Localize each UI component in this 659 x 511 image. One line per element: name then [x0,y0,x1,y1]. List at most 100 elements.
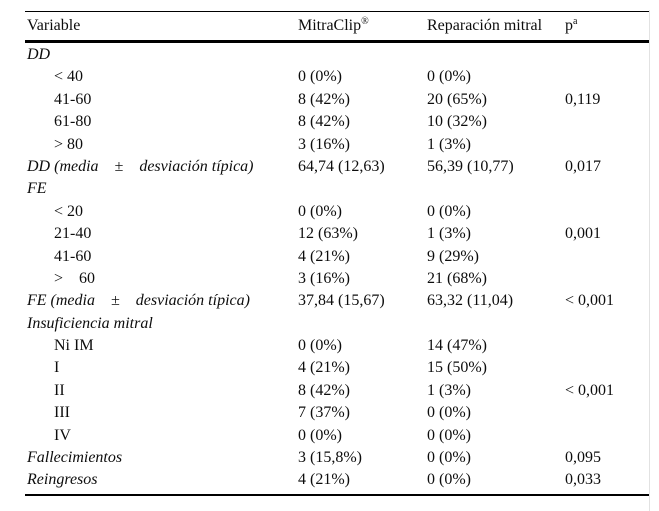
reparacion-value: 15 (50%) [427,359,487,377]
table-row: 21-40 12 (63%) 1 (3%) 0,001 [25,223,649,245]
p-value [565,134,649,156]
reparacion-value: 0 (0%) [427,68,471,86]
p-value [565,246,649,268]
row-label: DD [27,46,51,63]
reparacion-value: 10 (32%) [427,113,487,131]
mitraclip-value [298,178,427,200]
reparacion-value [427,313,565,335]
row-label: > 60 [54,269,96,287]
table-row: FE (media ± desviación típica) 37,84 (15… [25,290,649,312]
mitraclip-value: 0 (0%) [298,426,342,444]
row-label: Insuficiencia mitral [27,314,153,332]
row-label: 21-40 [54,225,92,243]
table-row: Fallecimientos 3 (15,8%) 0 (0%) 0,095 [25,447,649,469]
footnote-a-superscript: a [573,16,578,27]
row-label: 41-60 [54,90,92,108]
reparacion-value: 0 (0%) [427,202,471,220]
table-row: DD [25,44,649,66]
row-label: > 80 [54,135,84,153]
reparacion-value: 63,32 (11,04) [427,292,514,310]
reparacion-value: 9 (29%) [427,247,479,265]
reparacion-value [427,44,565,66]
reparacion-value: 0 (0%) [427,404,471,422]
mitraclip-label: MitraClip [298,17,362,34]
table-row: III 7 (37%) 0 (0%) [25,402,649,424]
column-header-p: pa [565,17,649,35]
mitraclip-value: 64,74 (12,63) [298,157,385,175]
table-row: I 4 (21%) 15 (50%) [25,357,649,379]
row-label: FE [27,180,47,198]
p-value: 0,119 [565,90,601,108]
mitraclip-value: 4 (21%) [298,359,350,377]
mitraclip-value [298,313,427,335]
reparacion-value [427,178,565,200]
row-label: I [54,359,60,377]
p-label: p [565,17,573,34]
mitraclip-value: 4 (21%) [298,247,350,265]
row-label: 41-60 [54,247,92,265]
row-label: < 20 [54,202,84,220]
table-row: < 20 0 (0%) 0 (0%) [25,201,649,223]
row-label: FE (media ± desviación típica) [27,292,250,310]
column-header-variable: Variable [27,17,81,34]
table-row: FE [25,178,649,200]
row-label: IV [54,426,71,444]
table-row: < 40 0 (0%) 0 (0%) [25,66,649,88]
p-value [565,201,649,223]
results-table: Variable MitraClip® Reparación mitral pa… [25,11,649,496]
reparacion-value: 20 (65%) [427,90,487,108]
table-row: 41-60 8 (42%) 20 (65%) 0,119 [25,89,649,111]
p-value [565,178,649,200]
registered-trademark-icon: ® [361,16,369,27]
table-row: 41-60 4 (21%) 9 (29%) [25,246,649,268]
p-value: 0,017 [565,157,601,175]
mitraclip-value: 7 (37%) [298,404,350,422]
row-label: II [54,381,65,399]
p-value [565,111,649,133]
mitraclip-value: 3 (16%) [298,135,350,153]
column-header-reparacion: Reparación mitral [427,17,543,34]
mitraclip-value [298,44,427,66]
reparacion-value: 0 (0%) [427,449,471,467]
p-value: < 0,001 [565,381,615,399]
p-value [565,268,649,290]
row-label: Ni IM [54,337,94,355]
reparacion-value: 1 (3%) [427,225,471,243]
mitraclip-value: 3 (15,8%) [298,449,362,467]
p-value: 0,095 [565,449,601,467]
table-row: > 80 3 (16%) 1 (3%) [25,134,649,156]
reparacion-value: 1 (3%) [427,135,471,153]
p-value: 0,001 [565,225,601,243]
p-value [565,313,649,335]
mitraclip-value: 8 (42%) [298,113,350,131]
p-value: 0,033 [565,471,601,489]
mitraclip-value: 12 (63%) [298,225,358,243]
p-value [565,66,649,88]
reparacion-value: 1 (3%) [427,381,471,399]
table-body: DD < 40 0 (0%) 0 (0%) 41-60 8 (42%) 20 (… [25,43,649,496]
p-value [565,44,649,66]
table-row: Reingresos 4 (21%) 0 (0%) 0,033 [25,469,649,491]
table-row: 61-80 8 (42%) 10 (32%) [25,111,649,133]
row-label: Reingresos [27,471,98,489]
table-row: Ni IM 0 (0%) 14 (47%) [25,335,649,357]
mitraclip-value: 0 (0%) [298,202,342,220]
table-row: II 8 (42%) 1 (3%) < 0,001 [25,380,649,402]
row-label: DD (media ± desviación típica) [27,157,254,175]
table-row: > 60 3 (16%) 21 (68%) [25,268,649,290]
table-header-row: Variable MitraClip® Reparación mitral pa [25,12,649,43]
mitraclip-value: 3 (16%) [298,269,350,287]
reparacion-value: 21 (68%) [427,269,487,287]
reparacion-value: 56,39 (10,77) [427,157,514,175]
mitraclip-value: 4 (21%) [298,471,350,489]
row-label: < 40 [54,68,84,86]
mitraclip-value: 8 (42%) [298,381,350,399]
table-row: DD (media ± desviación típica) 64,74 (12… [25,156,649,178]
mitraclip-value: 0 (0%) [298,68,342,86]
reparacion-value: 0 (0%) [427,471,471,489]
column-header-mitraclip: MitraClip® [298,17,427,35]
scan-right-edge-line [649,10,650,511]
p-value: < 0,001 [565,292,615,310]
p-value [565,425,649,447]
